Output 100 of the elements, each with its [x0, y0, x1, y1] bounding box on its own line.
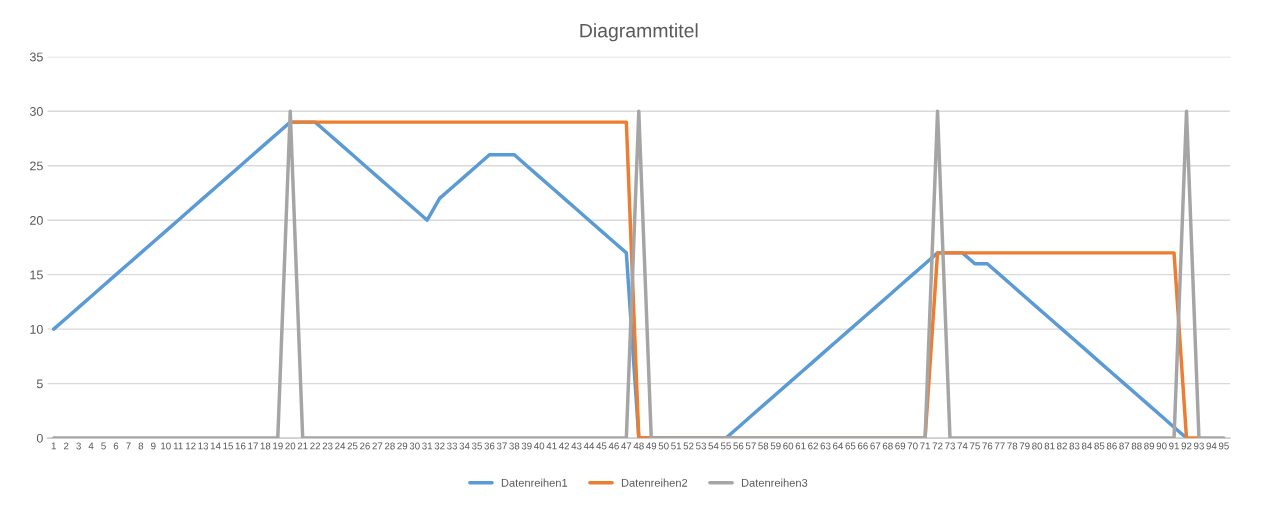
x-tick-label: 53 — [696, 442, 707, 450]
y-tick-label: 30 — [29, 107, 43, 116]
x-tick-label: 32 — [434, 442, 445, 450]
x-tick-label: 70 — [907, 442, 918, 450]
x-tick-label: 20 — [285, 442, 296, 450]
y-tick-label: 5 — [36, 379, 43, 389]
x-tick-label: 74 — [957, 442, 968, 450]
x-tick-label: 94 — [1206, 442, 1217, 450]
x-tick-label: 79 — [1019, 442, 1030, 450]
x-tick-label: 33 — [447, 442, 458, 450]
x-tick-label: 50 — [658, 442, 669, 450]
x-tick-label: 2 — [63, 442, 69, 450]
x-tick-label: 9 — [151, 442, 156, 450]
x-tick-label: 31 — [422, 442, 433, 450]
x-tick-label: 64 — [833, 442, 844, 450]
x-tick-label: 86 — [1106, 442, 1117, 450]
x-tick-label: 92 — [1181, 442, 1192, 450]
x-tick-label: 34 — [459, 442, 470, 450]
x-tick-label: 69 — [895, 442, 906, 450]
x-tick-label: 62 — [808, 442, 818, 450]
x-tick-label: 87 — [1119, 442, 1130, 450]
legend-label: Datenreihen1 — [501, 478, 568, 487]
x-tick-label: 38 — [509, 442, 520, 450]
x-tick-label: 35 — [471, 442, 482, 450]
y-tick-label: 0 — [36, 433, 43, 443]
x-tick-label: 66 — [857, 442, 868, 450]
legend-label: Datenreihen3 — [741, 478, 808, 487]
x-tick-label: 52 — [683, 442, 694, 450]
x-tick-label: 88 — [1131, 442, 1142, 450]
x-tick-label: 37 — [496, 442, 507, 450]
legend-label: Datenreihen2 — [621, 478, 688, 487]
x-tick-label: 83 — [1069, 442, 1080, 450]
x-tick-label: 75 — [969, 442, 980, 450]
x-tick-label: 54 — [708, 442, 719, 450]
x-tick-label: 80 — [1032, 442, 1043, 450]
x-tick-label: 90 — [1156, 442, 1167, 450]
x-tick-label: 47 — [621, 442, 632, 450]
x-tick-label: 95 — [1218, 442, 1229, 450]
x-tick-label: 14 — [210, 442, 221, 450]
x-tick-label: 22 — [310, 442, 321, 450]
x-tick-label: 7 — [126, 442, 131, 450]
x-tick-label: 72 — [932, 442, 943, 450]
x-tick-label: 73 — [945, 442, 955, 450]
x-tick-label: 6 — [113, 442, 119, 450]
x-tick-label: 57 — [745, 442, 756, 450]
x-tick-label: 21 — [297, 442, 308, 450]
x-tick-label: 58 — [758, 442, 769, 450]
x-tick-label: 93 — [1194, 442, 1204, 450]
x-tick-label: 43 — [571, 442, 582, 450]
x-tick-label: 65 — [845, 442, 856, 450]
x-tick-label: 19 — [273, 442, 283, 450]
x-tick-label: 18 — [260, 442, 271, 450]
x-tick-label: 4 — [88, 442, 94, 450]
x-tick-label: 63 — [820, 442, 831, 450]
x-tick-label: 85 — [1094, 442, 1105, 450]
x-tick-label: 71 — [920, 442, 931, 450]
x-tick-label: 29 — [397, 442, 408, 450]
x-tick-label: 49 — [646, 442, 657, 450]
x-tick-label: 36 — [484, 442, 495, 450]
x-tick-label: 60 — [783, 442, 794, 450]
x-tick-label: 55 — [720, 442, 731, 450]
x-tick-label: 76 — [982, 442, 993, 450]
x-tick-label: 15 — [223, 442, 233, 450]
x-tick-label: 61 — [795, 442, 806, 450]
x-tick-label: 30 — [409, 442, 420, 450]
x-tick-label: 17 — [248, 442, 258, 450]
x-tick-label: 67 — [870, 442, 881, 450]
x-tick-label: 45 — [596, 442, 607, 450]
x-tick-label: 51 — [671, 442, 682, 450]
x-tick-label: 39 — [521, 442, 532, 450]
y-tick-label: 10 — [30, 324, 43, 334]
x-tick-label: 41 — [546, 442, 557, 450]
x-tick-label: 78 — [1007, 442, 1018, 450]
x-tick-label: 13 — [198, 442, 209, 450]
chart-title: Diagrammtitel — [580, 23, 698, 42]
x-tick-label: 23 — [322, 442, 333, 450]
x-tick-label: 84 — [1081, 442, 1093, 450]
x-tick-label: 3 — [76, 442, 81, 450]
x-tick-label: 5 — [101, 442, 106, 450]
x-tick-label: 42 — [558, 442, 570, 450]
x-tick-label: 77 — [994, 442, 1005, 450]
x-tick-label: 91 — [1169, 442, 1179, 450]
x-tick-label: 25 — [347, 442, 358, 450]
x-tick-label: 59 — [770, 442, 781, 450]
x-tick-label: 16 — [235, 442, 246, 450]
x-tick-label: 8 — [138, 442, 144, 450]
x-tick-label: 26 — [360, 442, 370, 450]
x-tick-label: 27 — [372, 442, 383, 450]
x-tick-label: 28 — [384, 442, 395, 450]
y-tick-label: 15 — [30, 270, 43, 280]
x-tick-label: 48 — [633, 442, 644, 450]
x-tick-label: 1 — [51, 442, 56, 450]
x-tick-label: 46 — [608, 442, 619, 450]
y-tick-label: 35 — [29, 52, 43, 62]
x-tick-label: 44 — [583, 442, 595, 450]
x-tick-label: 10 — [161, 442, 171, 450]
x-tick-label: 81 — [1044, 442, 1055, 450]
x-tick-label: 24 — [335, 442, 346, 450]
x-tick-label: 68 — [882, 442, 893, 450]
x-tick-label: 82 — [1057, 442, 1067, 450]
